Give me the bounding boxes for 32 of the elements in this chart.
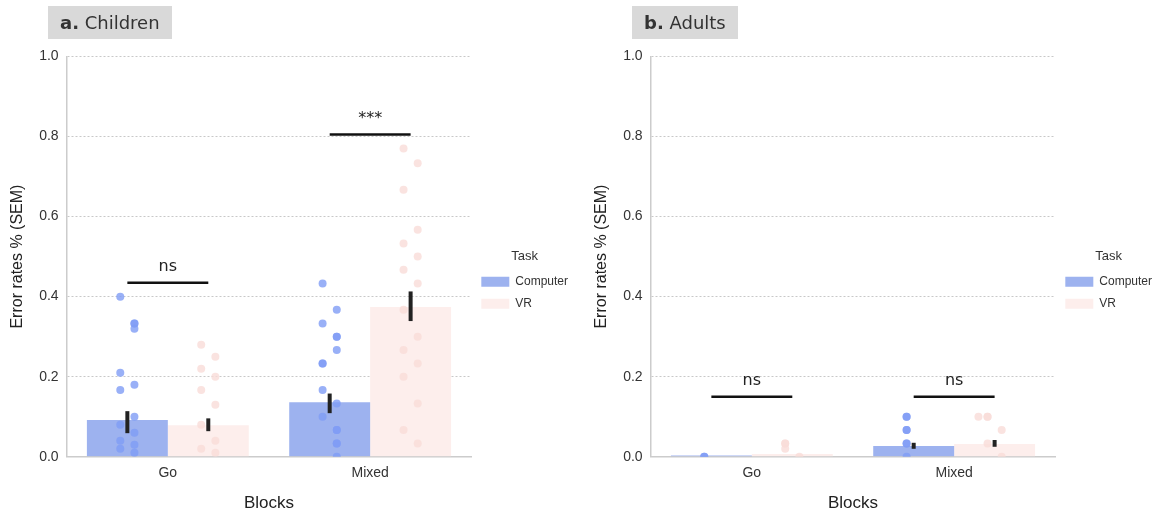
legend-label: Computer [1099,274,1152,289]
y-tick-label: 0.0 [623,447,643,464]
y-tick-label: 0.2 [623,367,643,384]
x-axis-title: Blocks [243,493,295,513]
y-tick-label: 0.4 [623,287,643,304]
legend-title: Task [1095,248,1123,264]
y-tick-label: 0.8 [623,127,643,144]
y-tick-label: 0.6 [39,207,59,224]
x-tick-label: Mixed [935,464,973,481]
x-axis-title: Blocks [827,493,879,513]
annotation: *** [358,107,383,127]
x-tick-label: Go [158,464,178,481]
x-tick-label: Mixed [351,464,389,481]
x-tick-label: Go [742,464,762,481]
y-tick-label: 1.0 [623,47,643,64]
y-axis-title: Error rates % (SEM) [8,184,26,329]
annotation: ns [742,369,762,389]
legend-label: VR [515,296,533,311]
legend-label: Computer [515,274,568,289]
y-tick-label: 0.6 [623,207,643,224]
legend-label: VR [1099,296,1117,311]
y-tick-label: 0.0 [39,447,59,464]
annotation: ns [944,369,964,389]
y-axis-title: Error rates % (SEM) [592,184,610,329]
y-tick-label: 0.4 [39,287,59,304]
y-tick-label: 0.2 [39,367,59,384]
chart-title: a. Children [48,6,172,39]
y-tick-label: 0.8 [39,127,59,144]
legend-title: Task [511,248,539,264]
y-tick-label: 1.0 [39,47,59,64]
annotation: ns [158,255,178,275]
chart-title: b. Adults [632,6,738,39]
